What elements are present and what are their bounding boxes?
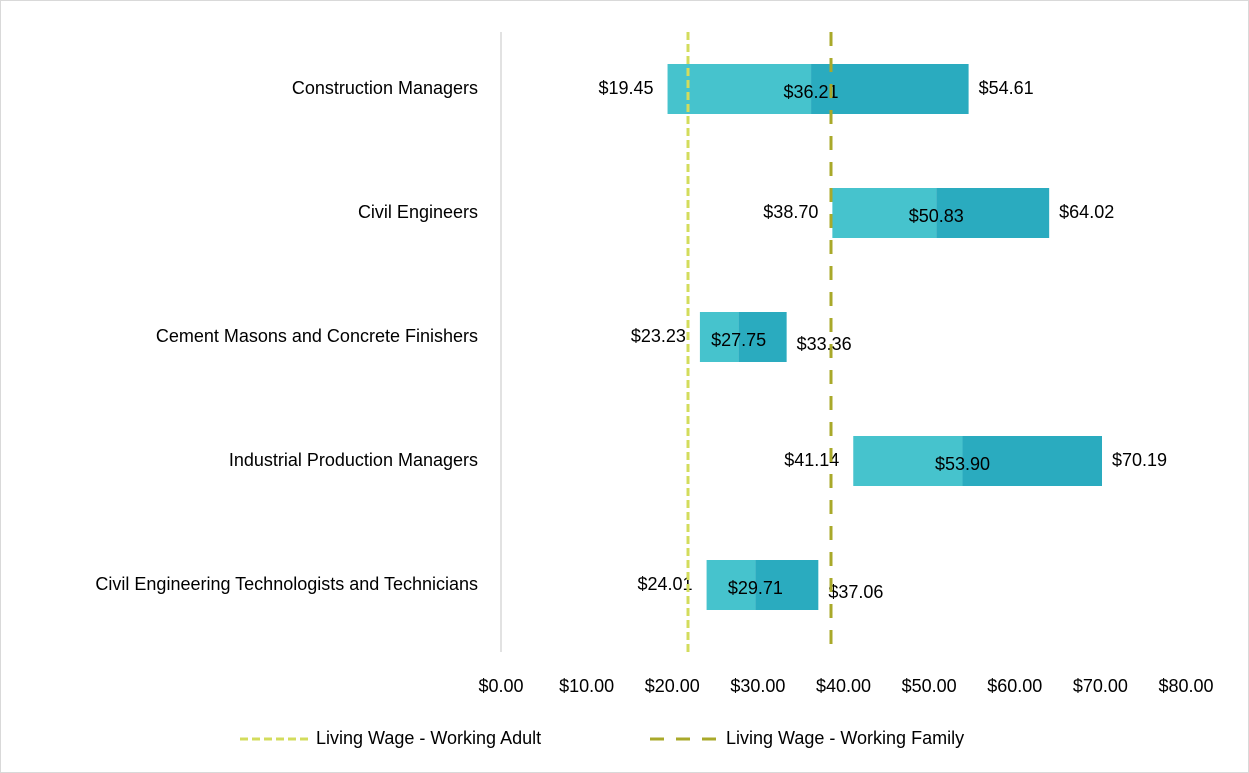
low-label: $24.01 <box>638 574 693 594</box>
median-label: $50.83 <box>909 206 964 226</box>
bar-lower <box>667 64 812 114</box>
category-label: Industrial Production Managers <box>229 450 478 470</box>
high-label: $70.19 <box>1112 450 1167 470</box>
x-tick-label: $10.00 <box>559 676 614 696</box>
x-tick-label: $50.00 <box>902 676 957 696</box>
median-label: $29.71 <box>728 578 783 598</box>
high-label: $64.02 <box>1059 202 1114 222</box>
legend-label: Living Wage - Working Family <box>726 728 964 748</box>
x-tick-label: $20.00 <box>645 676 700 696</box>
median-label: $53.90 <box>935 454 990 474</box>
median-label: $36.21 <box>784 82 839 102</box>
x-tick-label: $80.00 <box>1158 676 1213 696</box>
category-label: Cement Masons and Concrete Finishers <box>156 326 478 346</box>
bar-upper <box>738 312 787 362</box>
bar-upper <box>811 64 969 114</box>
high-label: $54.61 <box>979 78 1034 98</box>
category-label: Construction Managers <box>292 78 478 98</box>
legend-label: Living Wage - Working Adult <box>316 728 541 748</box>
bar-upper <box>755 560 819 610</box>
median-label: $27.75 <box>711 330 766 350</box>
x-tick-label: $60.00 <box>987 676 1042 696</box>
low-label: $41.14 <box>784 450 839 470</box>
category-label: Civil Engineering Technologists and Tech… <box>95 574 478 594</box>
high-label: $33.36 <box>797 334 852 354</box>
bar-upper <box>962 436 1103 486</box>
bar-lower <box>832 188 937 238</box>
x-tick-label: $30.00 <box>730 676 785 696</box>
bar-lower <box>853 436 963 486</box>
bar-lower <box>699 312 739 362</box>
high-label: $37.06 <box>828 582 883 602</box>
category-label: Civil Engineers <box>358 202 478 222</box>
bar-upper <box>936 188 1050 238</box>
x-tick-label: $0.00 <box>478 676 523 696</box>
bar-lower <box>706 560 756 610</box>
x-tick-label: $70.00 <box>1073 676 1128 696</box>
low-label: $23.23 <box>631 326 686 346</box>
x-tick-label: $40.00 <box>816 676 871 696</box>
low-label: $19.45 <box>598 78 653 98</box>
low-label: $38.70 <box>763 202 818 222</box>
